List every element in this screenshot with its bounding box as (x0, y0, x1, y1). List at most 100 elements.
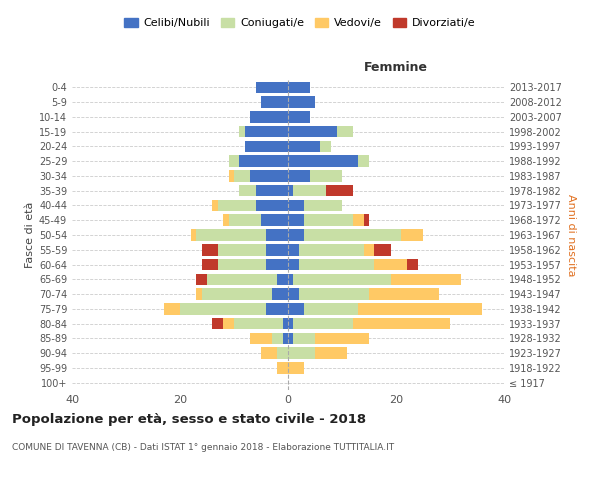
Bar (266, 229, 288, 241)
Bar (164, 303, 180, 314)
Bar (223, 318, 234, 330)
Bar (229, 170, 234, 181)
Bar (245, 140, 288, 152)
Bar (196, 288, 202, 300)
Bar (272, 332, 283, 344)
Bar (288, 348, 315, 359)
Bar (283, 318, 288, 330)
Bar (234, 170, 250, 181)
Bar (320, 140, 331, 152)
Bar (288, 156, 358, 167)
Text: Popolazione per età, sesso e stato civile - 2018: Popolazione per età, sesso e stato civil… (12, 412, 366, 426)
Bar (256, 185, 288, 196)
Bar (239, 126, 245, 138)
Bar (202, 288, 272, 300)
Bar (277, 348, 288, 359)
Bar (288, 200, 304, 211)
Bar (288, 82, 310, 93)
Bar (218, 244, 266, 256)
Bar (288, 185, 293, 196)
Bar (229, 214, 261, 226)
Bar (239, 185, 256, 196)
Bar (191, 229, 196, 241)
Bar (207, 274, 277, 285)
Bar (180, 303, 266, 314)
Y-axis label: Fasce di età: Fasce di età (25, 202, 35, 268)
Bar (202, 244, 218, 256)
Bar (288, 111, 310, 122)
Bar (353, 214, 364, 226)
Bar (315, 348, 347, 359)
Bar (283, 332, 288, 344)
Bar (304, 200, 342, 211)
Bar (299, 288, 369, 300)
Bar (315, 332, 369, 344)
Bar (337, 126, 353, 138)
Bar (304, 303, 358, 314)
Bar (250, 170, 288, 181)
Bar (369, 288, 439, 300)
Bar (299, 244, 364, 256)
Bar (391, 274, 461, 285)
Bar (261, 348, 277, 359)
Text: Femmine: Femmine (364, 61, 428, 74)
Bar (288, 303, 304, 314)
Bar (293, 274, 391, 285)
Bar (196, 274, 207, 285)
Bar (288, 318, 293, 330)
Bar (218, 259, 266, 270)
Bar (293, 318, 353, 330)
Bar (374, 259, 407, 270)
Bar (288, 362, 304, 374)
Bar (288, 170, 310, 181)
Bar (218, 200, 256, 211)
Bar (293, 185, 326, 196)
Bar (266, 244, 288, 256)
Bar (245, 126, 288, 138)
Bar (288, 259, 299, 270)
Bar (277, 274, 288, 285)
Y-axis label: Anni di nascita: Anni di nascita (566, 194, 576, 276)
Bar (261, 214, 288, 226)
Bar (288, 126, 337, 138)
Bar (277, 362, 288, 374)
Bar (288, 332, 293, 344)
Bar (202, 259, 218, 270)
Bar (266, 303, 288, 314)
Bar (212, 318, 223, 330)
Text: COMUNE DI TAVENNA (CB) - Dati ISTAT 1° gennaio 2018 - Elaborazione TUTTITALIA.IT: COMUNE DI TAVENNA (CB) - Dati ISTAT 1° g… (12, 442, 394, 452)
Bar (239, 156, 288, 167)
Bar (401, 229, 423, 241)
Bar (310, 170, 342, 181)
Bar (266, 259, 288, 270)
Bar (358, 303, 482, 314)
Bar (374, 244, 391, 256)
Bar (256, 82, 288, 93)
Bar (364, 214, 369, 226)
Bar (293, 332, 315, 344)
Bar (364, 244, 374, 256)
Legend: Celibi/Nubili, Coniugati/e, Vedovi/e, Divorziati/e: Celibi/Nubili, Coniugati/e, Vedovi/e, Di… (120, 13, 480, 32)
Bar (256, 200, 288, 211)
Bar (304, 214, 353, 226)
Bar (407, 259, 418, 270)
Bar (223, 214, 229, 226)
Bar (299, 259, 374, 270)
Bar (261, 96, 288, 108)
Bar (304, 229, 401, 241)
Bar (250, 332, 272, 344)
Bar (288, 214, 304, 226)
Bar (272, 288, 288, 300)
Bar (250, 111, 288, 122)
Bar (196, 229, 266, 241)
Bar (288, 274, 293, 285)
Bar (288, 96, 315, 108)
Bar (288, 288, 299, 300)
Bar (229, 156, 239, 167)
Bar (288, 229, 304, 241)
Bar (326, 185, 353, 196)
Bar (353, 318, 450, 330)
Bar (358, 156, 369, 167)
Bar (234, 318, 283, 330)
Bar (288, 140, 320, 152)
